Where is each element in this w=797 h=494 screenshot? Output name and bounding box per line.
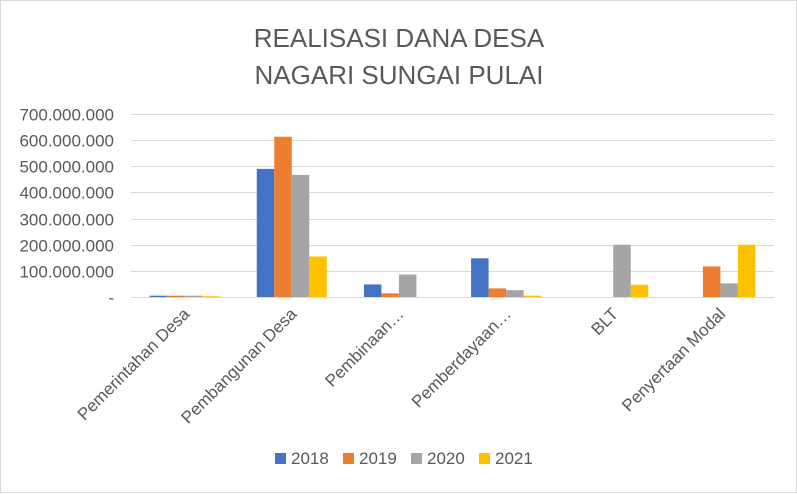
y-tick-label: 100.000.000 <box>19 263 114 282</box>
bar-2019-3 <box>488 288 507 297</box>
legend-label-2021: 2021 <box>495 449 533 468</box>
chart-title-line-2: NAGARI SUNGAI PULAI <box>255 60 544 90</box>
bar-2019-1 <box>274 136 292 297</box>
legend-swatch-2021 <box>479 453 490 464</box>
legend-label-2019: 2019 <box>359 449 397 468</box>
legend: 2018 2019 2020 2021 <box>275 449 533 468</box>
bars <box>149 136 756 298</box>
gridlines <box>131 114 774 298</box>
y-axis-tick-labels: - 100.000.000 200.000.000 300.000.000 400.00… <box>19 106 114 308</box>
chart-title-line-1: REALISASI DANA DESA <box>254 23 545 53</box>
bar-2018-3 <box>471 258 489 297</box>
y-tick-label: 500.000.000 <box>19 158 114 177</box>
bar-2021-3 <box>523 295 542 297</box>
bar-2019-0 <box>167 295 185 297</box>
x-tick-label: Penyertaan Modal <box>618 304 729 415</box>
x-tick-label: Pemberdayaan… <box>408 304 515 411</box>
bar-2020-1 <box>291 174 310 297</box>
bar-2020-2 <box>398 274 417 297</box>
bar-2020-4 <box>613 244 631 297</box>
bar-2018-0 <box>149 295 168 297</box>
legend-label-2020: 2020 <box>427 449 465 468</box>
bar-2021-1 <box>309 256 327 297</box>
y-tick-label: 700.000.000 <box>19 106 114 125</box>
y-tick-label: 600.000.000 <box>19 132 114 151</box>
bar-2021-4 <box>630 284 649 297</box>
bar-2020-0 <box>184 295 203 297</box>
bar-2021-5 <box>737 244 756 297</box>
legend-swatch-2020 <box>411 453 422 464</box>
bar-2018-2 <box>363 284 382 297</box>
y-tick-label: 200.000.000 <box>19 237 114 256</box>
bar-2020-3 <box>506 290 524 297</box>
legend-swatch-2019 <box>343 453 354 464</box>
legend-label-2018: 2018 <box>291 449 329 468</box>
bar-2019-2 <box>381 293 399 297</box>
x-tick-label: Pemerintahan Desa <box>74 304 194 424</box>
y-tick-label: - <box>108 289 114 308</box>
bar-2018-1 <box>256 168 275 297</box>
x-tick-label: Pembangunan Desa <box>178 304 301 427</box>
bar-2019-5 <box>702 266 721 297</box>
y-tick-label: 300.000.000 <box>19 211 114 230</box>
bar-2020-5 <box>720 283 738 297</box>
x-tick-label: Pembinaan… <box>321 304 407 390</box>
bar-2021-0 <box>202 296 220 298</box>
legend-swatch-2018 <box>275 453 286 464</box>
y-tick-label: 400.000.000 <box>19 184 114 203</box>
x-tick-label: BLT <box>587 304 622 339</box>
